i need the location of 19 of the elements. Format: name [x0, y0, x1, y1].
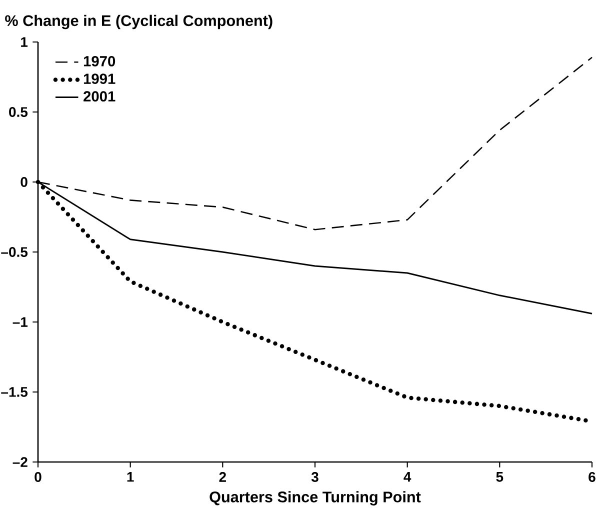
y-tick-label: 0.5 — [9, 107, 28, 117]
x-axis-title: Quarters Since Turning Point — [210, 491, 421, 506]
x-tick-label: 5 — [496, 472, 504, 482]
legend-label: 1991 — [84, 74, 116, 84]
y-tick-label: 1 — [21, 37, 28, 47]
legend-label: 1970 — [84, 56, 116, 66]
x-tick-label: 4 — [404, 472, 412, 482]
y-tick-label: –0.5 — [1, 247, 28, 257]
y-tick-label: –1.5 — [1, 387, 28, 397]
y-tick-label: –2 — [12, 457, 28, 467]
x-tick-label: 3 — [311, 472, 318, 482]
y-tick-label: 0 — [20, 177, 28, 187]
legend-label: 2001 — [84, 91, 116, 102]
x-tick-label: 6 — [588, 472, 596, 482]
x-tick-label: 2 — [219, 472, 226, 482]
x-tick-label: 0 — [34, 472, 42, 482]
x-tick-label: 1 — [127, 472, 134, 482]
y-axis-title: % Change in E (Cyclical Component) — [5, 14, 272, 30]
y-tick-label: –1 — [12, 317, 28, 327]
